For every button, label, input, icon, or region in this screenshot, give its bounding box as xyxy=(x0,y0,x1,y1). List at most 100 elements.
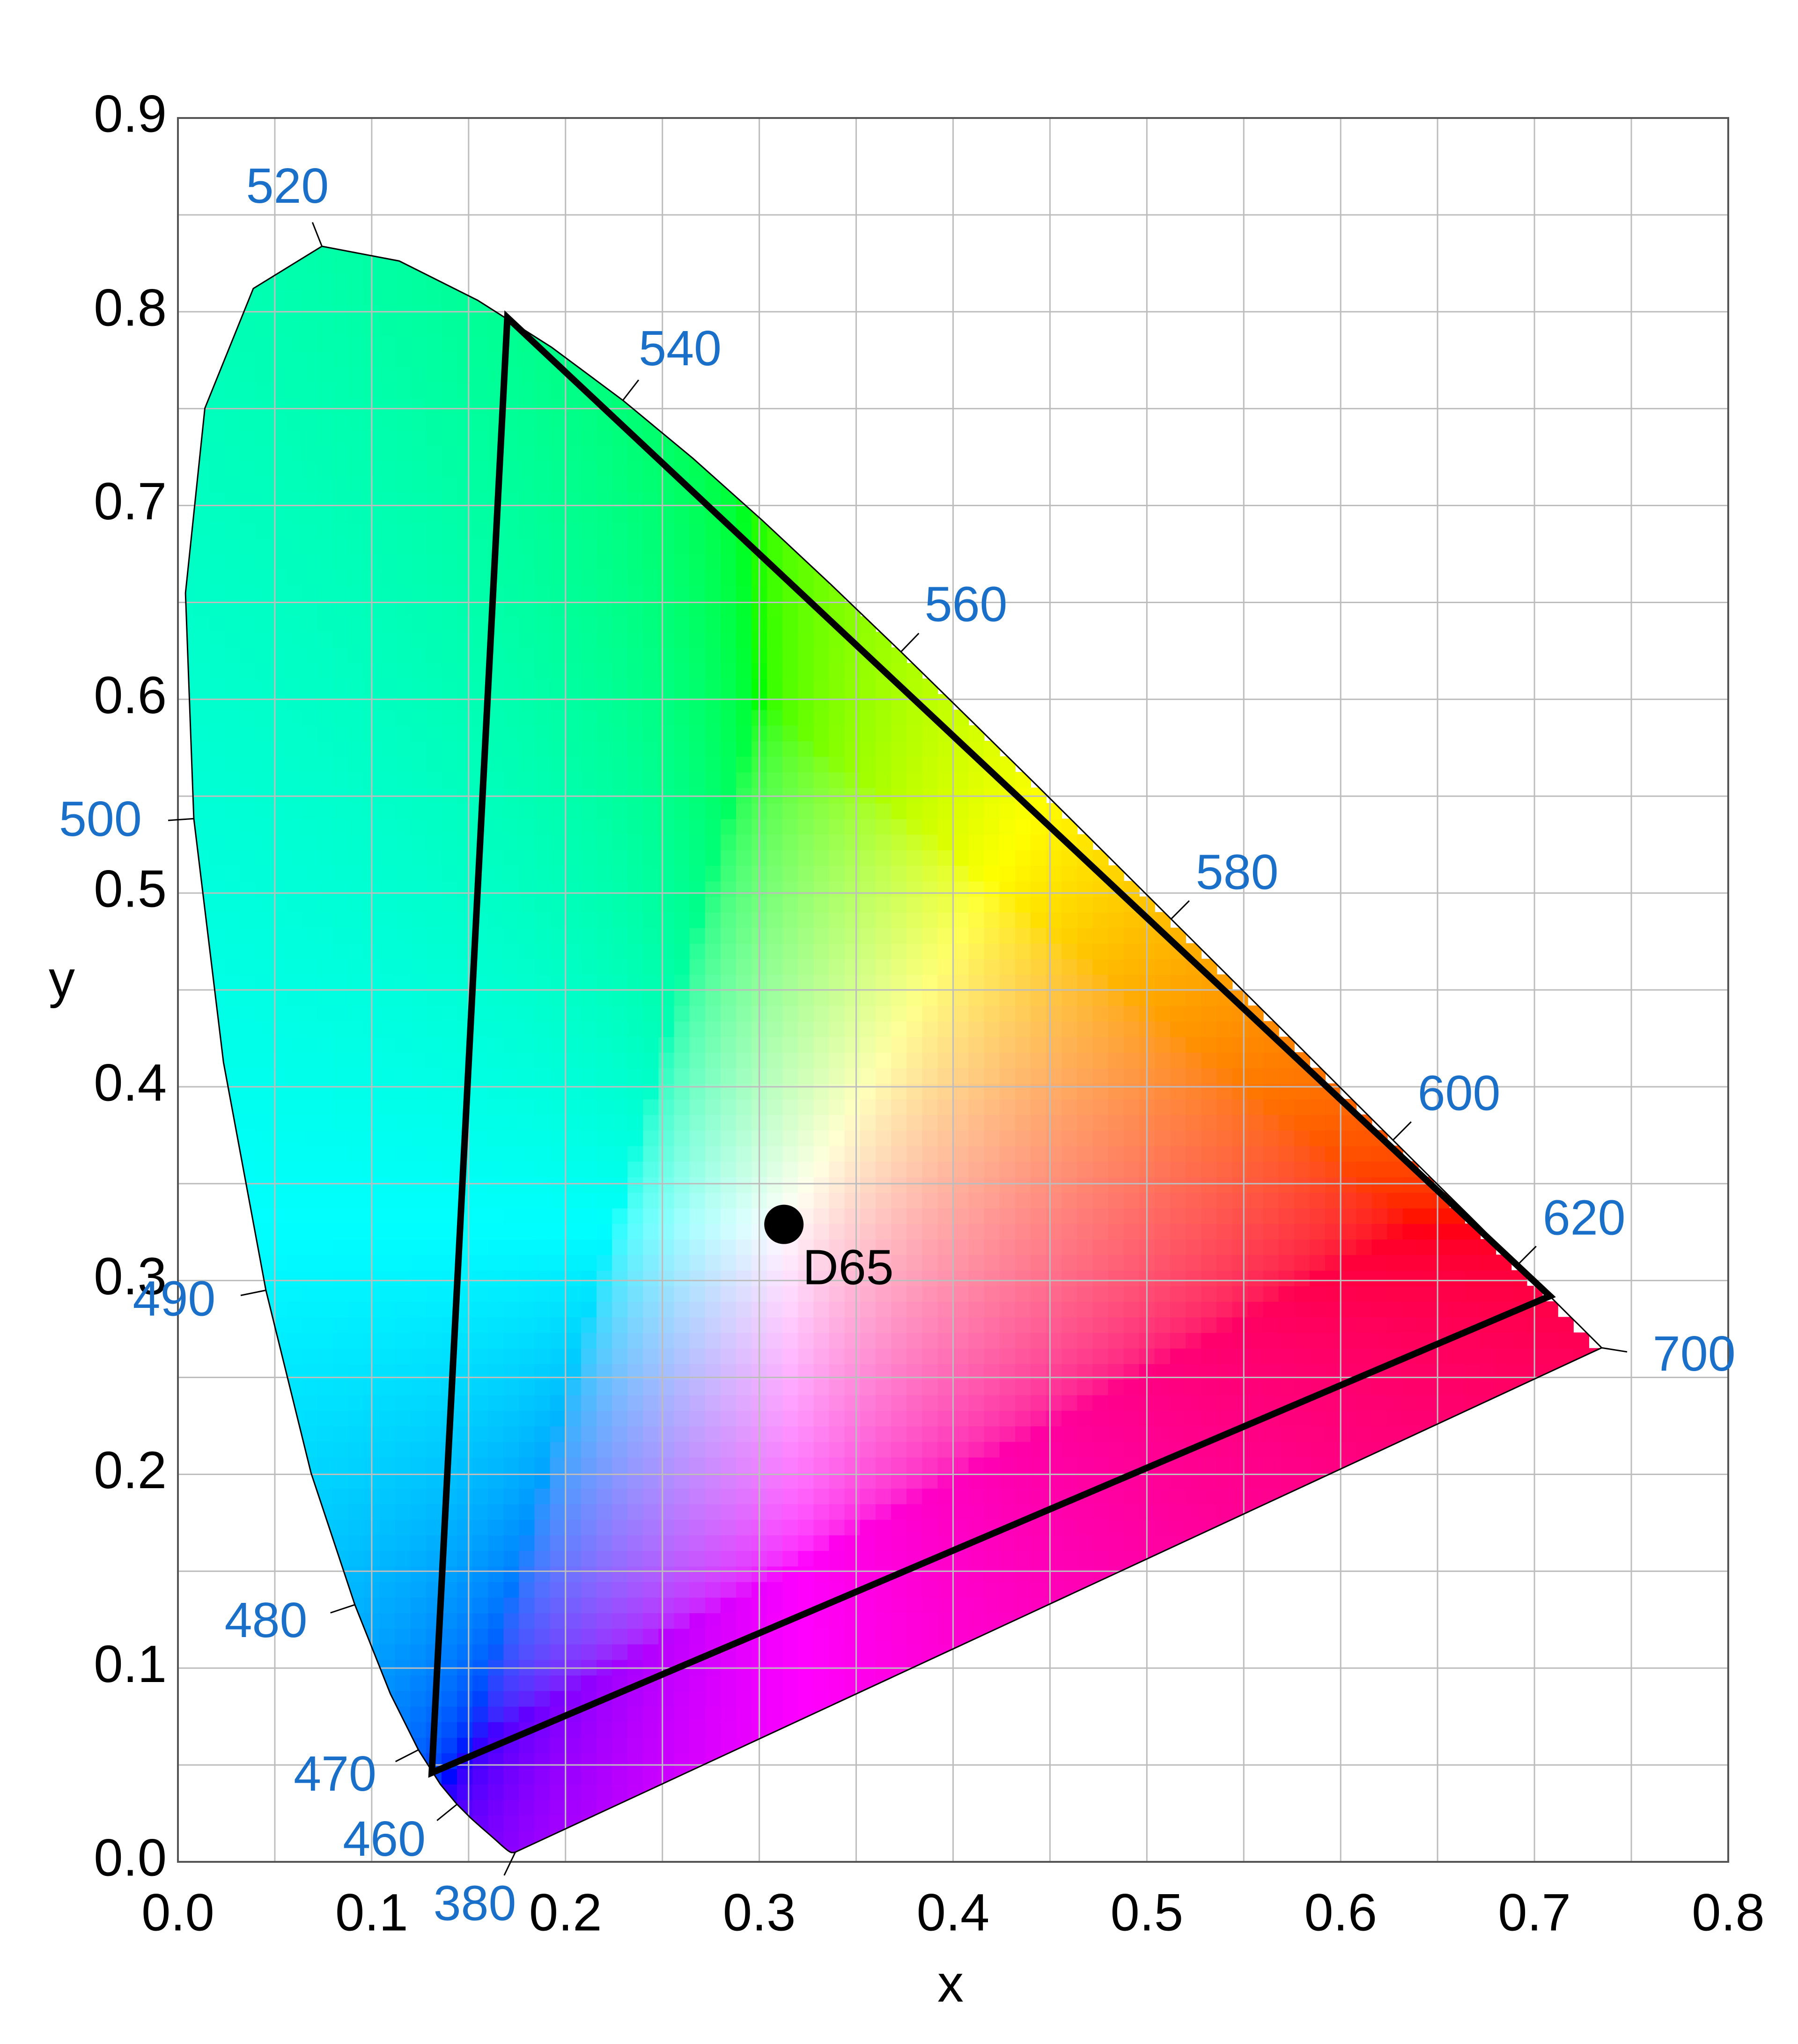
color-cell xyxy=(736,616,752,633)
color-cell xyxy=(519,1597,535,1614)
color-cell xyxy=(860,1270,876,1286)
color-cell xyxy=(286,600,302,617)
color-cell xyxy=(968,1519,985,1535)
color-cell xyxy=(565,600,582,617)
color-cell xyxy=(317,554,334,570)
color-cell xyxy=(550,538,566,554)
color-cell xyxy=(519,1348,535,1365)
color-cell xyxy=(534,1348,551,1365)
color-cell xyxy=(333,896,349,913)
color-cell xyxy=(581,1441,597,1458)
color-cell xyxy=(767,1504,783,1520)
color-cell xyxy=(565,1130,582,1146)
color-cell xyxy=(271,1223,287,1240)
color-cell xyxy=(891,1644,907,1660)
color-cell xyxy=(348,1083,365,1099)
color-cell xyxy=(550,523,566,539)
color-cell xyxy=(426,1270,442,1286)
color-cell xyxy=(658,600,675,617)
color-cell xyxy=(426,741,442,757)
color-cell xyxy=(550,1815,566,1831)
color-cell xyxy=(829,600,845,617)
color-cell xyxy=(782,1441,799,1458)
color-cell xyxy=(736,1083,752,1099)
color-cell xyxy=(581,600,597,617)
color-cell xyxy=(441,1145,457,1162)
color-cell xyxy=(922,912,938,928)
color-cell xyxy=(286,1223,302,1240)
color-cell xyxy=(891,694,907,710)
color-cell xyxy=(395,1379,411,1395)
color-cell xyxy=(333,1239,349,1255)
color-cell xyxy=(705,1706,721,1722)
color-cell xyxy=(550,1410,566,1427)
color-cell xyxy=(379,1348,396,1365)
color-cell xyxy=(426,1301,442,1318)
color-cell xyxy=(565,1301,582,1318)
color-cell xyxy=(658,1737,675,1754)
color-cell xyxy=(488,928,504,944)
color-cell xyxy=(379,1223,396,1240)
color-cell xyxy=(333,320,349,337)
color-cell xyxy=(550,1395,566,1411)
color-cell xyxy=(379,896,396,913)
color-cell xyxy=(317,990,334,1006)
color-cell xyxy=(503,1426,520,1442)
color-cell xyxy=(379,383,396,399)
color-cell xyxy=(844,1379,861,1395)
color-cell xyxy=(844,912,861,928)
color-cell xyxy=(441,990,457,1006)
color-cell xyxy=(271,647,287,664)
color-cell xyxy=(658,974,675,990)
color-cell xyxy=(798,1379,814,1395)
color-cell xyxy=(705,1550,721,1567)
color-cell xyxy=(860,1566,876,1582)
color-cell xyxy=(472,1690,489,1707)
color-cell xyxy=(829,1613,845,1629)
color-cell xyxy=(395,943,411,959)
color-cell xyxy=(271,538,287,554)
color-cell xyxy=(317,1021,334,1037)
color-cell xyxy=(875,943,892,959)
color-cell xyxy=(519,460,535,477)
color-cell xyxy=(410,1597,427,1614)
color-cell xyxy=(457,1395,473,1411)
color-cell xyxy=(565,1441,582,1458)
color-cell xyxy=(503,1192,520,1209)
color-cell xyxy=(395,507,411,524)
color-cell xyxy=(581,865,597,882)
color-cell xyxy=(348,1379,365,1395)
color-cell xyxy=(875,1270,892,1286)
color-cell xyxy=(503,865,520,882)
color-cell xyxy=(565,1192,582,1209)
color-cell xyxy=(379,289,396,305)
color-cell xyxy=(705,803,721,819)
color-cell xyxy=(813,1613,830,1629)
color-cell xyxy=(379,1519,396,1535)
color-cell xyxy=(612,647,628,664)
color-cell xyxy=(937,928,954,944)
color-cell xyxy=(627,1753,644,1769)
color-cell xyxy=(472,305,489,321)
color-cell xyxy=(829,1130,845,1146)
color-cell xyxy=(798,616,814,633)
color-cell xyxy=(379,1535,396,1551)
color-cell xyxy=(922,1332,938,1349)
color-cell xyxy=(597,974,613,990)
color-cell xyxy=(550,383,566,399)
color-cell xyxy=(488,881,504,897)
color-cell xyxy=(612,1784,628,1800)
color-cell xyxy=(767,1581,783,1598)
color-cell xyxy=(565,445,582,461)
color-cell xyxy=(519,1706,535,1722)
color-cell xyxy=(736,1068,752,1084)
color-cell xyxy=(302,476,318,492)
color-cell xyxy=(597,834,613,850)
color-cell xyxy=(612,1737,628,1754)
color-cell xyxy=(844,819,861,835)
color-cell xyxy=(302,663,318,679)
color-cell xyxy=(255,990,272,1006)
color-cell xyxy=(937,943,954,959)
color-cell xyxy=(240,632,256,648)
color-cell xyxy=(875,1177,892,1193)
